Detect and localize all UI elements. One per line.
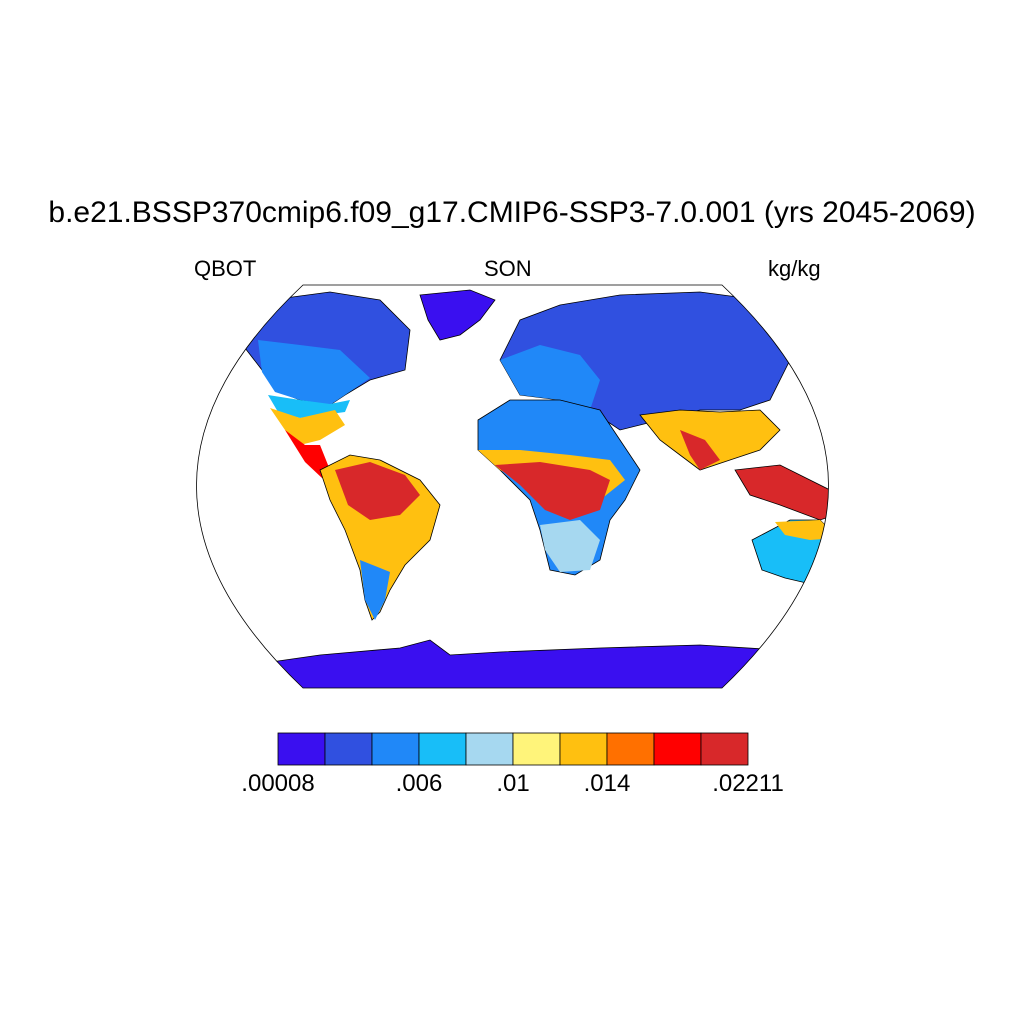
colorbar-box-0 bbox=[277, 732, 326, 766]
central-america-red bbox=[285, 430, 330, 478]
central-africa-red bbox=[495, 462, 610, 520]
north-america-mid bbox=[258, 340, 370, 405]
colorbar-box-8 bbox=[653, 732, 702, 766]
colorbar-box-2 bbox=[371, 732, 420, 766]
colorbar-label-1: .006 bbox=[395, 770, 443, 797]
antarctica-region bbox=[249, 639, 801, 688]
patagonia-blue bbox=[360, 560, 390, 620]
colorbar-label-3: .014 bbox=[583, 770, 631, 797]
colorbar-box-5 bbox=[512, 732, 561, 766]
central-america-warm bbox=[270, 408, 345, 445]
colorbar-box-6 bbox=[559, 732, 608, 766]
colorbar-box-4 bbox=[465, 732, 514, 766]
colorbar-label-0: .00008 bbox=[241, 770, 315, 797]
colorbar-box-3 bbox=[418, 732, 467, 766]
indonesia-region bbox=[734, 464, 829, 521]
greenland-region bbox=[419, 289, 496, 341]
india-red bbox=[680, 430, 720, 470]
units-label: kg/kg bbox=[768, 256, 821, 281]
europe-blue bbox=[500, 345, 600, 410]
colorbar-label-2: .01 bbox=[496, 770, 530, 797]
amazon-red bbox=[335, 462, 420, 520]
south-asia-region bbox=[639, 409, 781, 471]
colorbar-label-4: .02211 bbox=[712, 770, 784, 797]
southern-africa bbox=[540, 520, 600, 572]
colorbar-box-9 bbox=[700, 732, 749, 766]
map-title: b.e21.BSSP370cmip6.f09_g17.CMIP6-SSP3-7.… bbox=[48, 196, 976, 229]
globe-outline bbox=[196, 284, 829, 689]
season-label: SON bbox=[484, 256, 532, 281]
variable-label: QBOT bbox=[194, 256, 257, 281]
colorbar-box-7 bbox=[606, 732, 655, 766]
colorbar-box-1 bbox=[324, 732, 373, 766]
